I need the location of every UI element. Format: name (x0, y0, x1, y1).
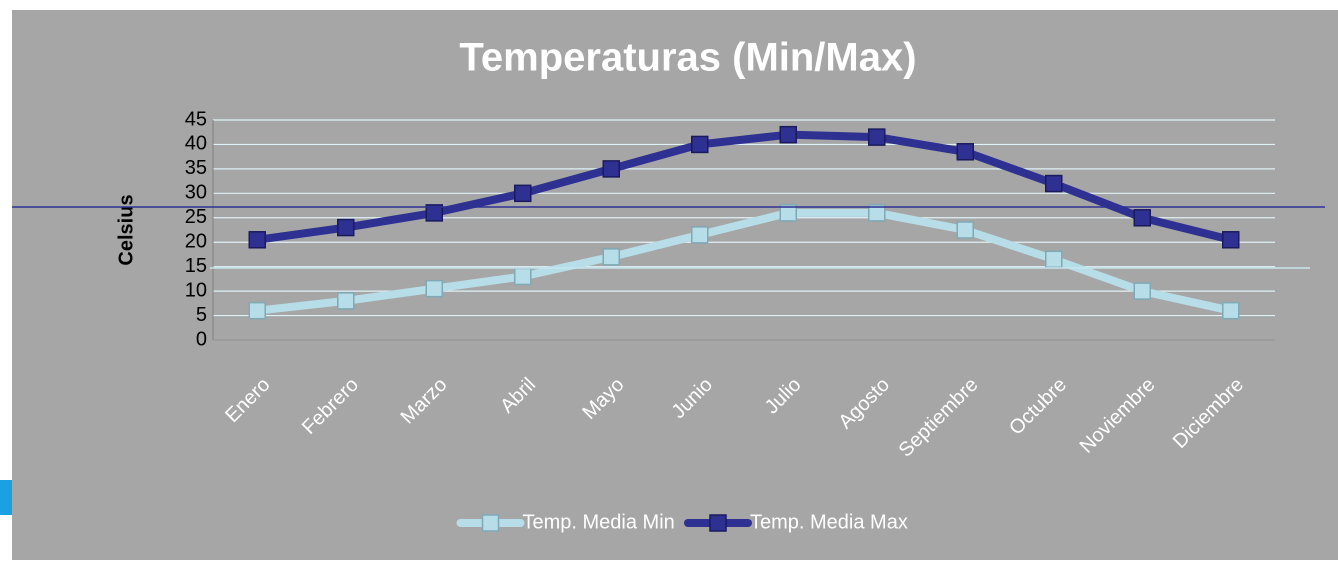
y-tick-label: 25 (185, 206, 207, 228)
marker (514, 267, 532, 286)
marker (1045, 174, 1063, 193)
series-line (256, 208, 1232, 315)
side-accent (0, 480, 12, 515)
y-tick-label: 15 (185, 255, 207, 277)
marker (1222, 231, 1240, 249)
marker (868, 128, 886, 146)
marker (248, 231, 266, 249)
marker (1222, 301, 1240, 320)
marker (337, 292, 355, 310)
y-axis-label: Celsius (115, 194, 137, 265)
legend-marker (481, 514, 500, 532)
legend-label: Temp. Media Min (523, 511, 675, 533)
marker (248, 301, 266, 320)
marker (779, 204, 797, 222)
marker (956, 221, 974, 239)
chart-title: Temperaturas (Min/Max) (459, 36, 916, 80)
marker (691, 135, 709, 154)
y-tick-label: 40 (185, 133, 207, 155)
y-tick-label: 10 (185, 279, 207, 301)
marker (1133, 282, 1151, 300)
legend-label: Temp. Media Max (750, 511, 908, 533)
series-line (256, 130, 1232, 244)
marker (956, 143, 974, 161)
marker (425, 204, 443, 222)
marker (425, 279, 443, 298)
y-tick-label: 45 (185, 108, 207, 130)
marker (602, 248, 620, 266)
y-tick-label: 0 (196, 328, 207, 350)
y-tick-label: 30 (185, 182, 207, 204)
y-tick-label: 35 (185, 157, 207, 179)
marker (337, 218, 355, 237)
marker (1045, 250, 1063, 269)
marker (514, 184, 532, 203)
marker (691, 226, 709, 244)
marker (868, 204, 886, 222)
marker (602, 160, 620, 178)
legend-marker (709, 514, 727, 532)
y-tick-label: 5 (196, 304, 207, 326)
marker (779, 125, 797, 144)
marker (1133, 209, 1151, 227)
y-tick-label: 20 (185, 231, 207, 253)
